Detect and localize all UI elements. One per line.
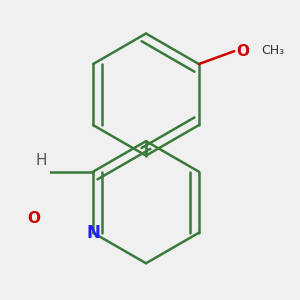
Text: O: O <box>236 44 250 59</box>
Text: CH₃: CH₃ <box>262 44 285 57</box>
Text: H: H <box>36 153 47 168</box>
Text: O: O <box>27 211 40 226</box>
Text: N: N <box>86 224 100 242</box>
